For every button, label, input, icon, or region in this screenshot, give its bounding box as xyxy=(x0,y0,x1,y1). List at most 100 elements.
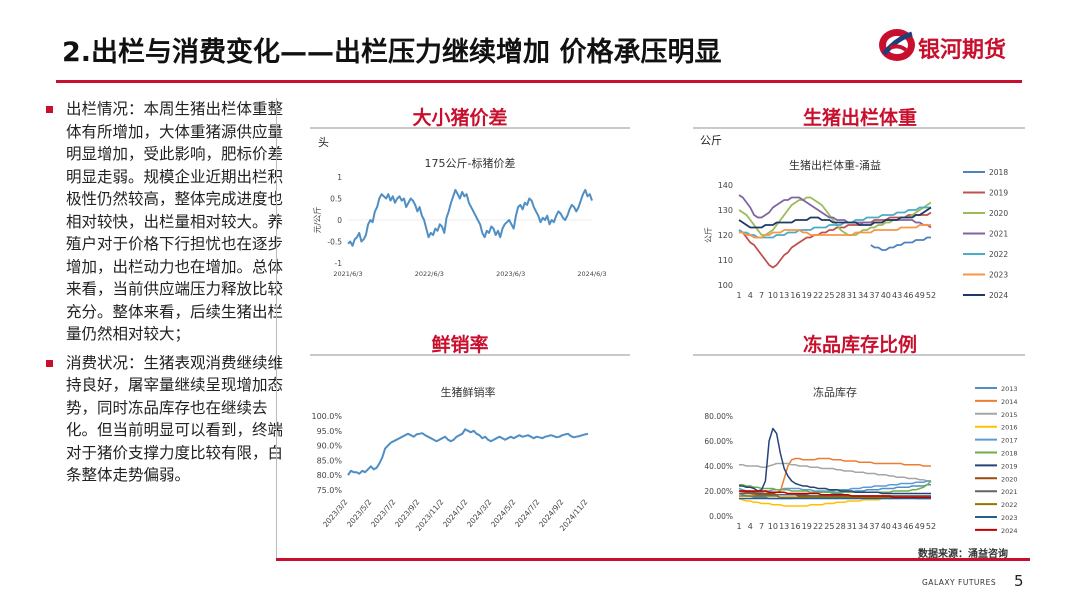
x-tick-label: 46 xyxy=(903,291,913,300)
y-tick-label: 40.00% xyxy=(704,462,733,471)
legend-label: 2020 xyxy=(989,209,1008,218)
x-tick-label: 19 xyxy=(802,291,812,300)
legend-label: 2020 xyxy=(1001,475,1018,483)
legend-label: 2022 xyxy=(989,250,1008,259)
x-tick-label: 31 xyxy=(847,522,857,531)
y-tick-label: 110 xyxy=(718,256,733,265)
x-tick-label: 7 xyxy=(759,291,764,300)
legend-label: 2014 xyxy=(1001,398,1018,406)
series-line xyxy=(738,211,932,269)
series-line xyxy=(739,492,931,497)
galaxy-logo-icon xyxy=(879,29,915,61)
logo-text: 银河期货 xyxy=(918,38,1007,63)
x-tick-label: 43 xyxy=(892,291,902,300)
legend-label: 2015 xyxy=(1001,411,1018,419)
x-tick-label: 25 xyxy=(824,522,834,531)
legend-label: 2024 xyxy=(989,291,1008,300)
y-axis-label: 元/公斤 xyxy=(312,207,322,234)
y-tick-label: 140 xyxy=(718,181,733,190)
y-tick-label: 0 xyxy=(337,216,342,225)
y-tick-label: 120 xyxy=(718,231,733,240)
x-tick-label: 43 xyxy=(892,522,902,531)
y-tick-label: 100.0% xyxy=(311,412,342,421)
legend-label: 2017 xyxy=(1001,437,1018,445)
company-name: GALAXY FUTURES xyxy=(922,578,997,587)
panel-divider xyxy=(310,127,630,129)
fresh-sales-rate-chart: 生猪鲜销率100.0%95.0%90.0%85.0%80.0%75.0%2023… xyxy=(311,385,589,533)
x-tick-label: 1 xyxy=(736,522,741,531)
bullet-square-icon xyxy=(46,359,53,367)
panel-divider xyxy=(693,354,1025,356)
x-tick-label: 19 xyxy=(802,522,812,531)
x-tick-label: 34 xyxy=(858,522,868,531)
y-axis-label: 公斤 xyxy=(703,227,713,243)
legend-label: 2016 xyxy=(1001,424,1018,432)
series-line xyxy=(739,490,931,499)
legend-label: 2021 xyxy=(989,230,1008,239)
x-tick-label: 22 xyxy=(813,291,823,300)
footer-divider xyxy=(276,558,1030,561)
legend-label: 2023 xyxy=(989,271,1008,280)
chart-title: 生猪出栏体重-涌益 xyxy=(789,158,881,172)
y-tick-label: 20.00% xyxy=(704,487,733,496)
series-line xyxy=(739,480,932,494)
y-tick-label: -1 xyxy=(335,259,343,268)
x-tick-label: 34 xyxy=(858,291,868,300)
chart-title: 冻品库存 xyxy=(813,385,857,399)
x-tick-label: 37 xyxy=(869,291,879,300)
panel-title: 冻品库存比例 xyxy=(802,334,917,356)
x-tick-label: 52 xyxy=(926,291,936,300)
series-line xyxy=(738,194,932,229)
x-tick-label: 13 xyxy=(779,291,789,300)
bullet-item: 出栏情况：本周生猪出栏体重整体有所增加，大体重猪源供应量明显增加，受此影响，肥标… xyxy=(44,98,284,346)
x-tick-label: 49 xyxy=(915,291,925,300)
x-tick-label: 2023/6/3 xyxy=(496,270,525,278)
x-tick-label: 10 xyxy=(768,291,778,300)
page-number: 5 xyxy=(1014,572,1024,590)
y-tick-label: -0.5 xyxy=(327,238,342,247)
y-tick-label: 130 xyxy=(718,206,733,215)
legend-label: 2021 xyxy=(1001,488,1018,496)
x-tick-label: 13 xyxy=(779,522,789,531)
panel-title: 生猪出栏体重 xyxy=(802,107,917,129)
series-line xyxy=(870,236,931,251)
x-tick-label: 31 xyxy=(847,291,857,300)
x-tick-label: 16 xyxy=(790,522,800,531)
series-line xyxy=(738,206,931,239)
x-tick-label: 7 xyxy=(759,522,764,531)
x-tick-label: 22 xyxy=(813,522,823,531)
legend-label: 2023 xyxy=(1001,514,1018,522)
x-tick-label: 37 xyxy=(869,522,879,531)
legend-label: 2019 xyxy=(1001,462,1018,470)
x-tick-label: 1 xyxy=(736,291,741,300)
legend-label: 2019 xyxy=(989,189,1008,198)
y-tick-label: 90.0% xyxy=(317,442,343,451)
y-tick-label: 95.0% xyxy=(317,427,343,436)
legend-label: 2018 xyxy=(989,168,1008,177)
header-divider xyxy=(56,80,1022,83)
panel-divider xyxy=(693,127,1025,129)
x-tick-label: 46 xyxy=(903,522,913,531)
series-line xyxy=(347,428,589,476)
panel-divider xyxy=(310,354,630,356)
panel-title: 大小猪价差 xyxy=(412,107,508,129)
series-line xyxy=(739,427,931,495)
bullet-item: 消费状况：生猪表观消费继续维持良好，屠宰量继续呈现增加态势，同时冻品库存也在继续… xyxy=(44,352,284,487)
legend-label: 2018 xyxy=(1001,450,1018,458)
legend-label: 2022 xyxy=(1001,501,1018,509)
x-tick-label: 49 xyxy=(915,522,925,531)
bullet-square-icon xyxy=(46,106,53,113)
series-line xyxy=(738,206,932,229)
x-tick-label: 2022/6/3 xyxy=(415,270,444,278)
panel-title: 鲜销率 xyxy=(431,334,489,356)
x-tick-label: 16 xyxy=(790,291,800,300)
price-spread-chart: 175公斤-标猪价差 1 0.5 0 -0.5 -1 元/公斤 2021/6/3 2022/6/… xyxy=(312,156,607,278)
x-tick-label: 28 xyxy=(836,291,846,300)
x-tick-label: 4 xyxy=(748,291,753,300)
x-tick-label: 52 xyxy=(926,522,936,531)
x-tick-label: 40 xyxy=(881,522,891,531)
bullet-text: 消费状况：生猪表观消费继续维持良好，屠宰量继续呈现增加态势，同时冻品库存也在继续… xyxy=(66,353,284,485)
frozen-inventory-chart: 冻品库存 80.00% 60.00% 40.00% 20.00% 0.00%1 4 7 10 13… xyxy=(704,385,1018,535)
x-tick-label: 10 xyxy=(768,522,778,531)
column-divider xyxy=(276,98,277,558)
